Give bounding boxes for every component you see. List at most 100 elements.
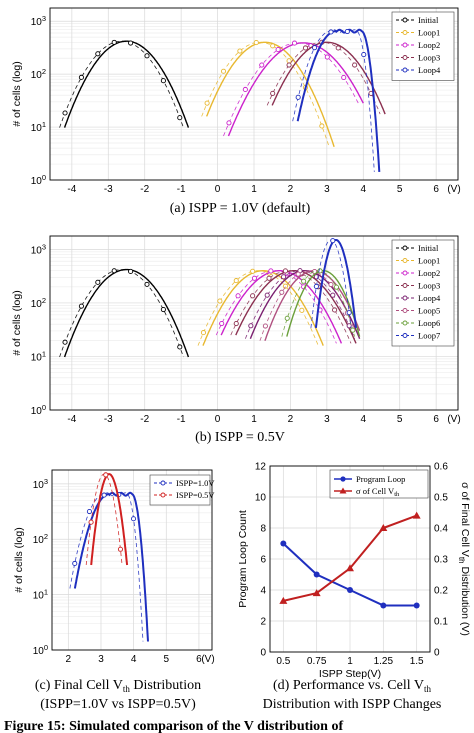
data-point <box>253 40 259 46</box>
legend-label-Initial: Initial <box>418 15 439 25</box>
y-tick-label: 102 <box>33 532 48 546</box>
x-tick-label: 5 <box>397 184 403 195</box>
data-point <box>233 321 239 327</box>
legend-label-Loop5: Loop5 <box>418 306 440 316</box>
y-tick-label: 101 <box>31 120 46 134</box>
data-point <box>346 310 352 316</box>
data-point <box>62 339 68 345</box>
y-right-tick-label: 0 <box>434 648 440 659</box>
data-point <box>361 52 367 58</box>
data-point <box>72 560 78 567</box>
series-dashed-Loop1 <box>197 270 319 346</box>
data-point <box>282 283 288 289</box>
legend: Program Loop σ of Cell Vth <box>329 469 429 499</box>
data-point <box>346 564 354 572</box>
series-line-Loop1 <box>205 41 335 148</box>
x-tick-label: 3 <box>324 414 330 425</box>
data-point <box>177 115 183 121</box>
legend-swatch-marker <box>402 270 408 276</box>
legend-label: Program Loop <box>356 474 405 484</box>
series-line-Loop2 <box>220 270 343 344</box>
data-point <box>330 292 336 298</box>
series-dashed-Loop3 <box>230 270 352 344</box>
y-right-axis-label: σ of Final Cell Vth Distribution (V) <box>457 482 471 636</box>
x-tick-label: -1 <box>177 414 186 425</box>
data-point <box>177 344 183 350</box>
data-point <box>324 54 330 60</box>
y-tick-label: 10 <box>255 493 267 504</box>
series-dashed-Initial <box>59 269 184 358</box>
y-tick-label: 103 <box>33 477 48 491</box>
x-tick-label: 6 <box>433 414 439 425</box>
x-tick-label: 0 <box>215 414 221 425</box>
data-point <box>250 268 256 274</box>
data-point <box>299 307 305 313</box>
legend-swatch-marker <box>402 333 408 338</box>
x-unit-label: (V) <box>447 414 460 425</box>
y-axis-label: # of cells (log) <box>11 61 23 126</box>
x-tick-label: -3 <box>104 414 113 425</box>
legend: Initial Loop1 Loop2 Loop3 Loop4 Loop5 Loop6 Loo… <box>391 239 455 347</box>
legend-label-Loop4: Loop4 <box>418 293 441 303</box>
caption-c-line1: (c) Final Cell Vth Distribution <box>35 678 201 694</box>
legend-label: σ of Cell Vth <box>356 486 400 498</box>
y-right-tick-label: 0.6 <box>434 462 448 473</box>
data-point <box>413 602 420 609</box>
series-line-ISPP=0.5V <box>90 473 129 566</box>
x-tick-label: 1 <box>347 656 353 667</box>
legend-label-Loop2: Loop2 <box>418 268 440 278</box>
legend-label-ISPP=0.5V: ISPP=0.5V <box>176 490 215 500</box>
legend-label-Loop6: Loop6 <box>418 318 440 328</box>
data-point <box>379 524 388 531</box>
y-tick-label: 12 <box>255 462 267 473</box>
caption-c-line2: (ISPP=1.0V vs ISPP=0.5V) <box>40 697 196 712</box>
series-line-Initial <box>63 268 190 358</box>
legend-swatch-marker <box>402 30 408 35</box>
plot-frame <box>269 465 431 653</box>
data-point <box>286 62 292 68</box>
data-point <box>284 315 290 321</box>
series-line-ISPP=1.0V <box>73 491 149 642</box>
x-tick-label: 5 <box>164 654 170 665</box>
x-tick-label: -4 <box>67 414 76 425</box>
data-point <box>128 268 134 274</box>
y-right-tick-label: 0.3 <box>434 555 448 566</box>
data-point <box>144 281 150 287</box>
series-line-Initial <box>63 40 190 128</box>
caption-a: (a) ISPP = 1.0V (default) <box>170 201 311 216</box>
legend-label-Loop7: Loop7 <box>418 331 440 341</box>
x-tick-label: 2 <box>66 654 72 665</box>
y-tick-label: 2 <box>260 617 266 628</box>
y-tick-label: 101 <box>33 588 48 602</box>
x-tick-label: -2 <box>140 184 149 195</box>
y-tick-label: 103 <box>31 242 46 256</box>
series-dashed-Loop4 <box>292 29 375 172</box>
x-tick-label: 1 <box>251 184 257 195</box>
data-point <box>333 284 339 290</box>
data-point <box>144 53 150 59</box>
legend-label-Loop1: Loop1 <box>418 256 440 266</box>
series-dashed-Loop5 <box>259 270 355 341</box>
x-tick-label: -1 <box>177 184 186 195</box>
x-tick-label: 3 <box>98 654 104 665</box>
data-point <box>130 516 137 522</box>
x-tick-label: 6 <box>433 184 439 195</box>
data-point <box>262 323 268 329</box>
data-point <box>268 268 274 274</box>
y-axis-label: # of cells (log) <box>11 290 23 355</box>
legend-label-Loop3: Loop3 <box>418 281 440 291</box>
chart-panel-d: 0.5 0.75 1 1.25 1.5 0 2 4 6 8 10 12 0 0.1 0.2 0.3 0.4 0.5… <box>237 462 471 681</box>
legend-label-Loop4: Loop4 <box>418 65 441 75</box>
y-tick-label: 101 <box>31 349 46 363</box>
x-tick-label: -2 <box>140 414 149 425</box>
data-point <box>86 508 92 515</box>
legend-swatch-marker <box>402 17 408 23</box>
legend-box <box>391 11 455 81</box>
legend-label-Loop3: Loop3 <box>418 53 440 63</box>
data-point <box>280 540 287 547</box>
data-point <box>220 68 227 74</box>
x-tick-label: 5 <box>397 414 403 425</box>
y-tick-label: 102 <box>31 296 46 310</box>
data-point <box>101 492 107 498</box>
y-tick-label: 103 <box>31 14 46 28</box>
